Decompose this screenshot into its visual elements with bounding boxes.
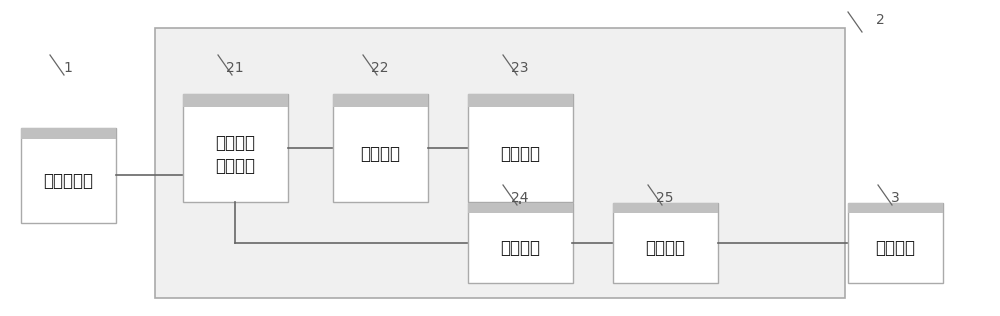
- Text: 23: 23: [511, 61, 529, 75]
- Text: 25: 25: [656, 191, 674, 205]
- Text: 21: 21: [226, 61, 244, 75]
- Bar: [468, 203, 572, 213]
- Bar: [20, 127, 116, 139]
- Bar: [20, 127, 116, 222]
- Bar: [155, 28, 845, 298]
- Text: 操作单元: 操作单元: [500, 145, 540, 163]
- Bar: [468, 203, 572, 283]
- Text: 释放单元: 释放单元: [645, 239, 685, 257]
- Bar: [612, 203, 718, 213]
- Bar: [612, 203, 718, 283]
- Bar: [468, 94, 572, 107]
- Text: 判断单元: 判断单元: [500, 239, 540, 257]
- Text: 1: 1: [64, 61, 72, 75]
- Bar: [468, 94, 572, 202]
- Text: 测试队列
生成单元: 测试队列 生成单元: [215, 134, 255, 175]
- Bar: [332, 94, 428, 107]
- Text: 初始化模块: 初始化模块: [43, 172, 93, 190]
- Text: 3: 3: [891, 191, 899, 205]
- Bar: [182, 94, 288, 107]
- Text: 22: 22: [371, 61, 389, 75]
- Text: 2: 2: [876, 13, 884, 27]
- Text: 终止模块: 终止模块: [875, 239, 915, 257]
- Bar: [848, 203, 942, 283]
- Bar: [848, 203, 942, 213]
- Bar: [182, 94, 288, 202]
- Bar: [332, 94, 428, 202]
- Text: 转移单元: 转移单元: [360, 145, 400, 163]
- Text: 24: 24: [511, 191, 529, 205]
